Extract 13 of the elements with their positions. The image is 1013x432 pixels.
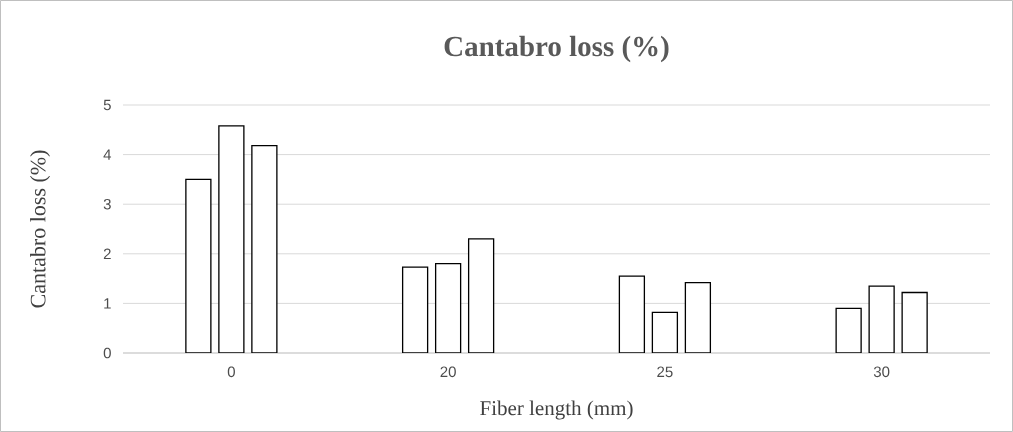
x-tick-label: 25 [657, 366, 673, 378]
y-tick-label: 3 [103, 198, 111, 210]
y-tick-label: 1 [104, 298, 111, 309]
x-tick-label: 20 [440, 366, 456, 378]
x-axis-title: Fiber length (mm) [480, 400, 633, 420]
y-tick-label: 0 [103, 347, 111, 359]
y-tick-label: 5 [103, 99, 111, 111]
y-axis-title: Cantabro loss (%) [30, 150, 50, 308]
y-tick-label: 4 [103, 149, 112, 160]
chart-title: Cantabro loss (%) [444, 35, 669, 63]
x-tick-label: 0 [227, 366, 235, 378]
x-tick-label: 30 [873, 366, 890, 378]
y-tick-label: 2 [103, 248, 111, 260]
